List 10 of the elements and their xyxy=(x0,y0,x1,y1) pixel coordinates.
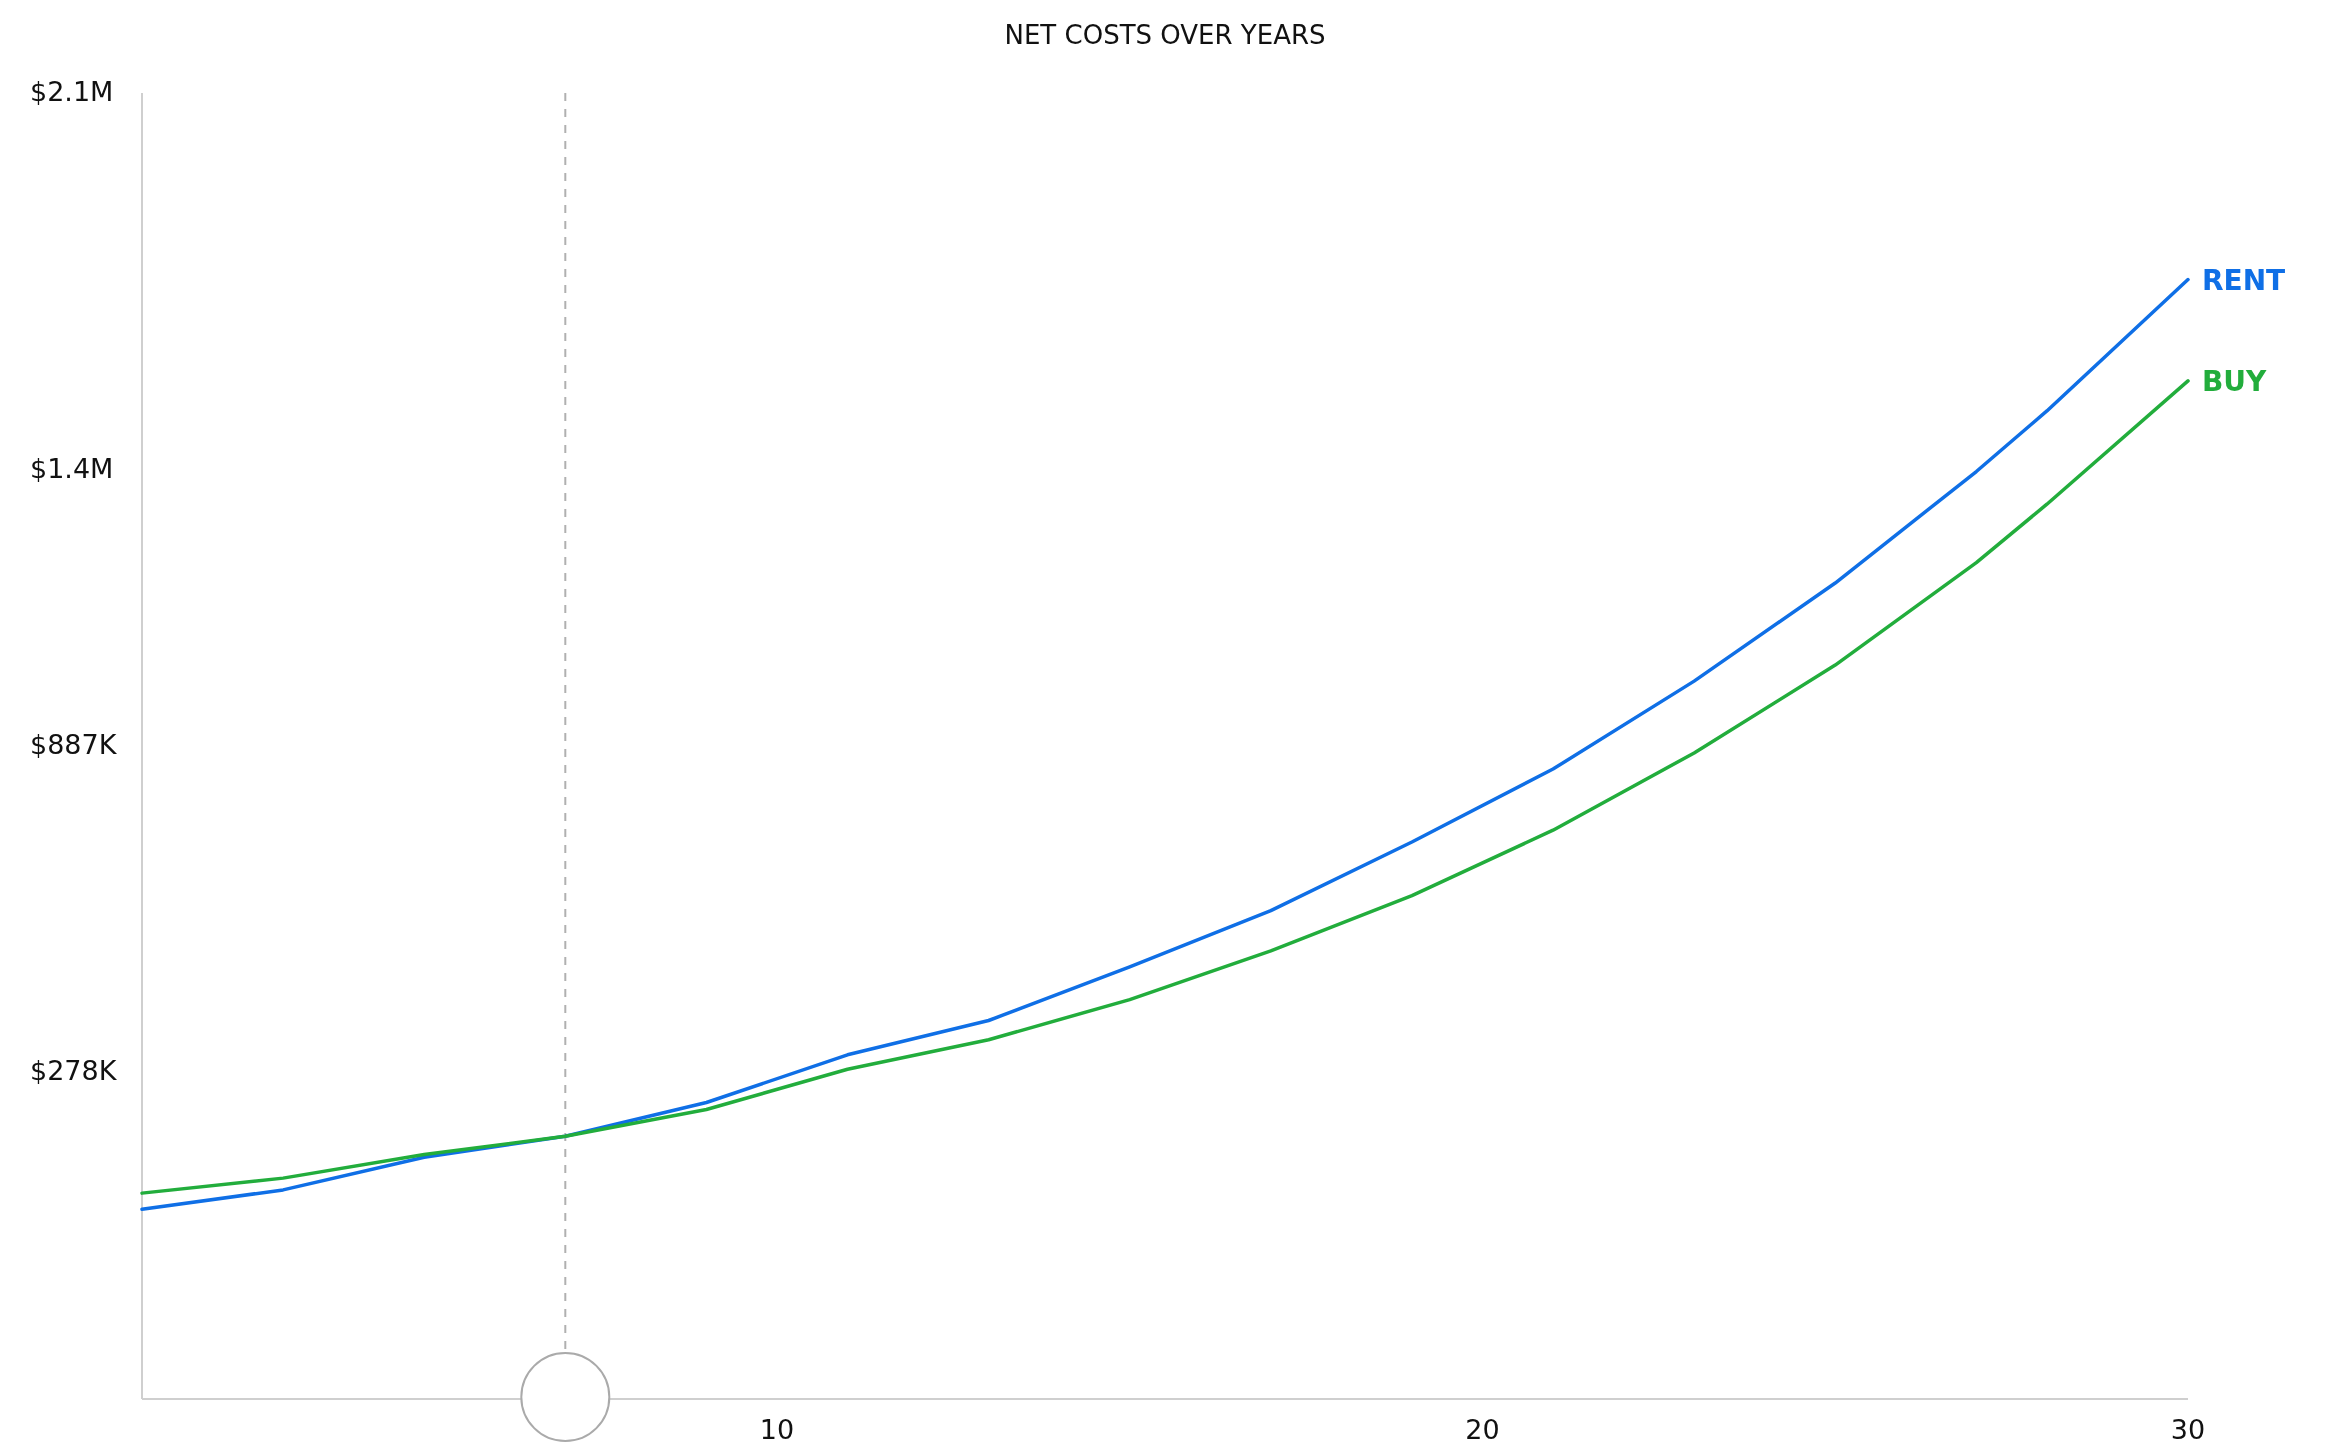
x-tick-label: 10 xyxy=(759,1414,795,1445)
y-tick-label: $278K xyxy=(30,1055,118,1086)
x-tick-label: 30 xyxy=(2170,1414,2206,1445)
y-tick-label: $2.1M xyxy=(30,75,114,107)
x-tick-label: 20 xyxy=(1465,1414,1500,1445)
y-tick-label: $1.4M xyxy=(30,453,114,485)
series-label: RENT xyxy=(2202,263,2286,297)
y-tick-label: $887K xyxy=(30,728,118,760)
series-label: BUY xyxy=(2202,364,2268,398)
chart-title: NET COSTS OVER YEARS xyxy=(1004,20,1326,50)
